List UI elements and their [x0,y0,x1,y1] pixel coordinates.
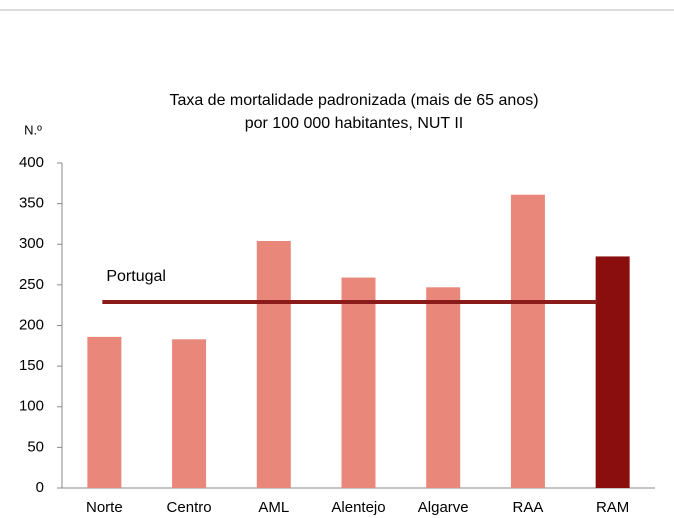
y-tick-label: 100 [19,398,44,415]
x-tick-label: RAA [513,499,544,516]
y-tick-label: 350 [19,195,44,212]
x-tick-label: Algarve [418,499,469,516]
x-tick-label: Norte [86,499,123,516]
bar [426,287,461,488]
y-axis-label: N.º [24,122,42,137]
bar [256,241,291,488]
y-tick-label: 200 [19,316,44,333]
y-tick-label: 150 [19,357,44,374]
x-tick-label: Alentejo [331,499,385,516]
x-tick-label: RAM [596,499,629,516]
y-tick-label: 400 [19,154,44,171]
bar [341,277,376,488]
reference-label: Portugal [106,268,166,285]
bar [87,336,122,488]
y-tick-label: 300 [19,235,44,252]
bar [595,256,630,488]
y-tick-label: 0 [36,479,44,496]
x-tick-label: Centro [167,499,212,516]
y-tick-label: 50 [27,438,44,455]
chart-title: Taxa de mortalidade padronizada (mais de… [169,92,538,109]
x-tick-label: AML [258,499,289,516]
chart-title: por 100 000 habitantes, NUT II [245,115,464,132]
bar [510,194,545,488]
bar [172,339,207,488]
y-tick-label: 250 [19,276,44,293]
